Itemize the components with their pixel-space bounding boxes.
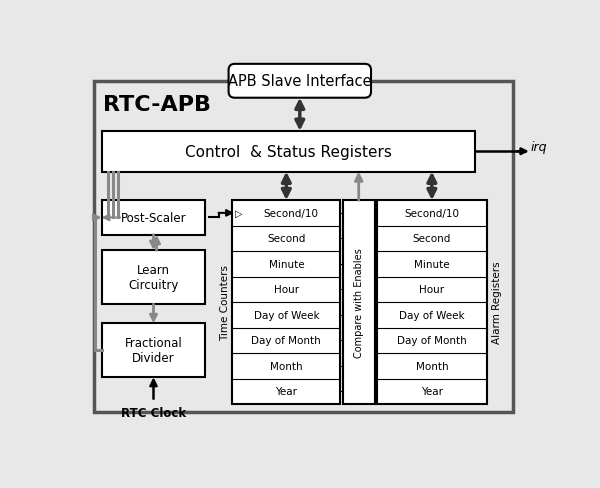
Text: Year: Year [421,386,443,397]
Text: Control  & Status Registers: Control & Status Registers [185,144,392,160]
Text: Month: Month [270,361,302,371]
Text: Fractional
Divider: Fractional Divider [125,337,182,365]
Text: Month: Month [416,361,448,371]
Text: Hour: Hour [274,285,299,295]
Text: Time Counters: Time Counters [220,264,230,341]
Text: Hour: Hour [419,285,445,295]
Text: Year: Year [275,386,298,397]
Bar [377,201,487,405]
Text: RTC-APB: RTC-APB [103,95,211,115]
Text: Second/10: Second/10 [263,208,319,219]
Text: Minute: Minute [269,259,304,269]
Text: Day of Month: Day of Month [397,336,467,346]
FancyBboxPatch shape [229,65,371,99]
Text: Compare with Enables: Compare with Enables [354,248,364,357]
Text: Day of Week: Day of Week [254,310,319,320]
Text: Day of Week: Day of Week [399,310,464,320]
Bar [232,201,340,405]
Text: Second: Second [413,234,451,244]
Text: ▷: ▷ [235,208,242,219]
Bar [94,81,514,412]
Text: RTC Clock: RTC Clock [121,407,186,420]
Text: Minute: Minute [414,259,449,269]
Text: Post-Scaler: Post-Scaler [121,211,187,224]
Text: Day of Month: Day of Month [251,336,321,346]
Text: Second/10: Second/10 [404,208,460,219]
Bar [101,324,205,377]
Text: Second: Second [267,234,305,244]
Bar [343,201,375,405]
Text: irq: irq [530,141,547,154]
Bar [101,251,205,305]
Text: Alarm Registers: Alarm Registers [491,261,502,344]
Text: APB Slave Interface: APB Slave Interface [228,74,371,89]
Text: Learn
Circuitry: Learn Circuitry [128,264,179,291]
Bar [101,201,205,235]
Bar [101,132,475,172]
